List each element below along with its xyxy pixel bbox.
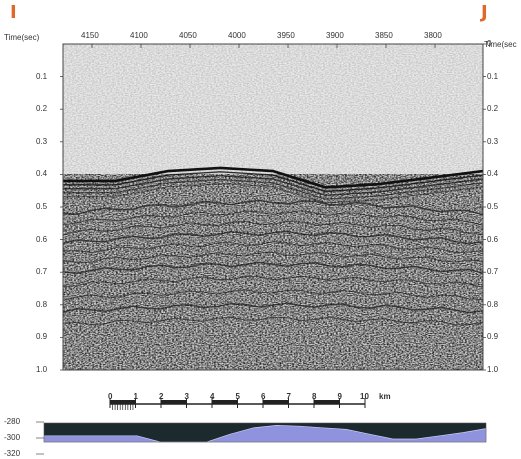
profile-depth-label: -300: [4, 433, 21, 442]
sub-bottom-reflector: [62, 230, 484, 245]
y-tick-label-left: 1.0: [36, 365, 48, 374]
seafloor-reflector: [63, 171, 484, 193]
sub-bottom-reflector: [62, 316, 484, 326]
scale-tick-label: 7: [286, 392, 291, 401]
axis-title-right: Time(sec: [484, 40, 517, 49]
profile-depth-ticks: [36, 421, 44, 455]
y-tick-label-left: 0.3: [36, 136, 48, 146]
y-tick-label-left: 0.4: [36, 169, 48, 179]
seafloor-reflector: [63, 182, 484, 204]
profile-frame: [43, 422, 487, 443]
x-tick-label: 4050: [179, 31, 197, 40]
sub-bottom-reflector: [62, 220, 484, 236]
x-tick-label: 3900: [326, 31, 344, 40]
sub-bottom-reflector: [62, 261, 484, 275]
scale-tick-label: 6: [261, 392, 266, 401]
y-tick-label-left: 0.9: [36, 332, 48, 342]
sub-bottom-reflector: [62, 302, 484, 314]
sub-bottom-reflector: [62, 241, 484, 254]
y-tick-label-left: 0.7: [36, 267, 48, 277]
y-tick-label-right: 0.2: [487, 104, 499, 114]
scale-segment: [212, 400, 238, 404]
seafloor-reflector: [63, 178, 484, 200]
profile-fill: [43, 425, 487, 443]
y-tick-label-right: 0.5: [487, 202, 499, 211]
x-tick-label: 3850: [375, 31, 393, 40]
scale-segment: [314, 400, 340, 404]
marker-i: I: [10, 2, 17, 23]
axis-title-left: Time(sec): [4, 33, 40, 42]
y-tick-label-left: 0.8: [36, 299, 48, 309]
scale-tick-label: 1: [133, 392, 138, 401]
y-tick-label-left: 0.1: [36, 71, 48, 81]
sub-bottom-reflector: [62, 289, 484, 301]
y-tick-label-right: 0.9: [487, 332, 499, 342]
profile-depth-label: -320: [4, 449, 21, 458]
y-tick-label-right: 0.1: [487, 71, 499, 81]
scale-unit: km: [379, 392, 391, 401]
scale-tick-label: 9: [337, 392, 342, 401]
seafloor-reflectors: [63, 166, 484, 204]
scale-tick-label: 4: [210, 392, 215, 401]
x-tick-label: 4100: [130, 31, 148, 40]
scale-tick-label: 0: [108, 392, 113, 401]
y-tick-marks: [60, 43, 486, 371]
distance-scale-bar: [109, 398, 366, 410]
seafloor-reflector: [63, 166, 484, 189]
scale-tick-label: 3: [184, 392, 189, 401]
y-tick-label-right: 0.3: [487, 136, 499, 146]
y-tick-label-right: 0: [487, 39, 492, 48]
profile-depth-label: -280: [4, 417, 21, 426]
y-tick-label-right: 0.6: [487, 234, 499, 244]
sub-bottom-reflectors: [62, 199, 484, 326]
sub-bottom-reflector: [62, 275, 484, 288]
y-tick-label-left: 0.5: [36, 202, 48, 211]
y-tick-label-right: 1.0: [487, 365, 499, 374]
sub-bottom-reflector: [62, 210, 484, 226]
scale-tick-label: 8: [312, 392, 317, 401]
sub-bottom-reflector: [62, 199, 484, 216]
scale-tick-label: 10: [360, 392, 369, 401]
y-tick-label-right: 0.8: [487, 299, 499, 309]
seismic-section: [60, 43, 486, 371]
x-tick-label: 3950: [277, 31, 295, 40]
water-column: [63, 44, 483, 174]
sub-bottom-reflector: [62, 251, 484, 263]
x-tick-label: 4000: [228, 31, 246, 40]
x-tick-label: 3800: [424, 31, 442, 40]
x-tick-marks: [91, 44, 436, 48]
scale-tick-label: 5: [235, 392, 240, 401]
y-tick-label-right: 0.7: [487, 267, 499, 277]
scale-segment: [110, 400, 136, 404]
x-tick-label: 4150: [81, 31, 99, 40]
scale-tick-label: 2: [159, 392, 164, 401]
y-tick-label-right: 0.4: [487, 169, 499, 179]
y-tick-label-left: 0.6: [36, 234, 48, 244]
marker-j: J: [481, 2, 488, 23]
y-tick-label-left: 0.2: [36, 104, 48, 114]
scale-segment: [263, 400, 289, 404]
scale-segment: [161, 400, 187, 404]
seafloor-reflector: [63, 174, 484, 197]
